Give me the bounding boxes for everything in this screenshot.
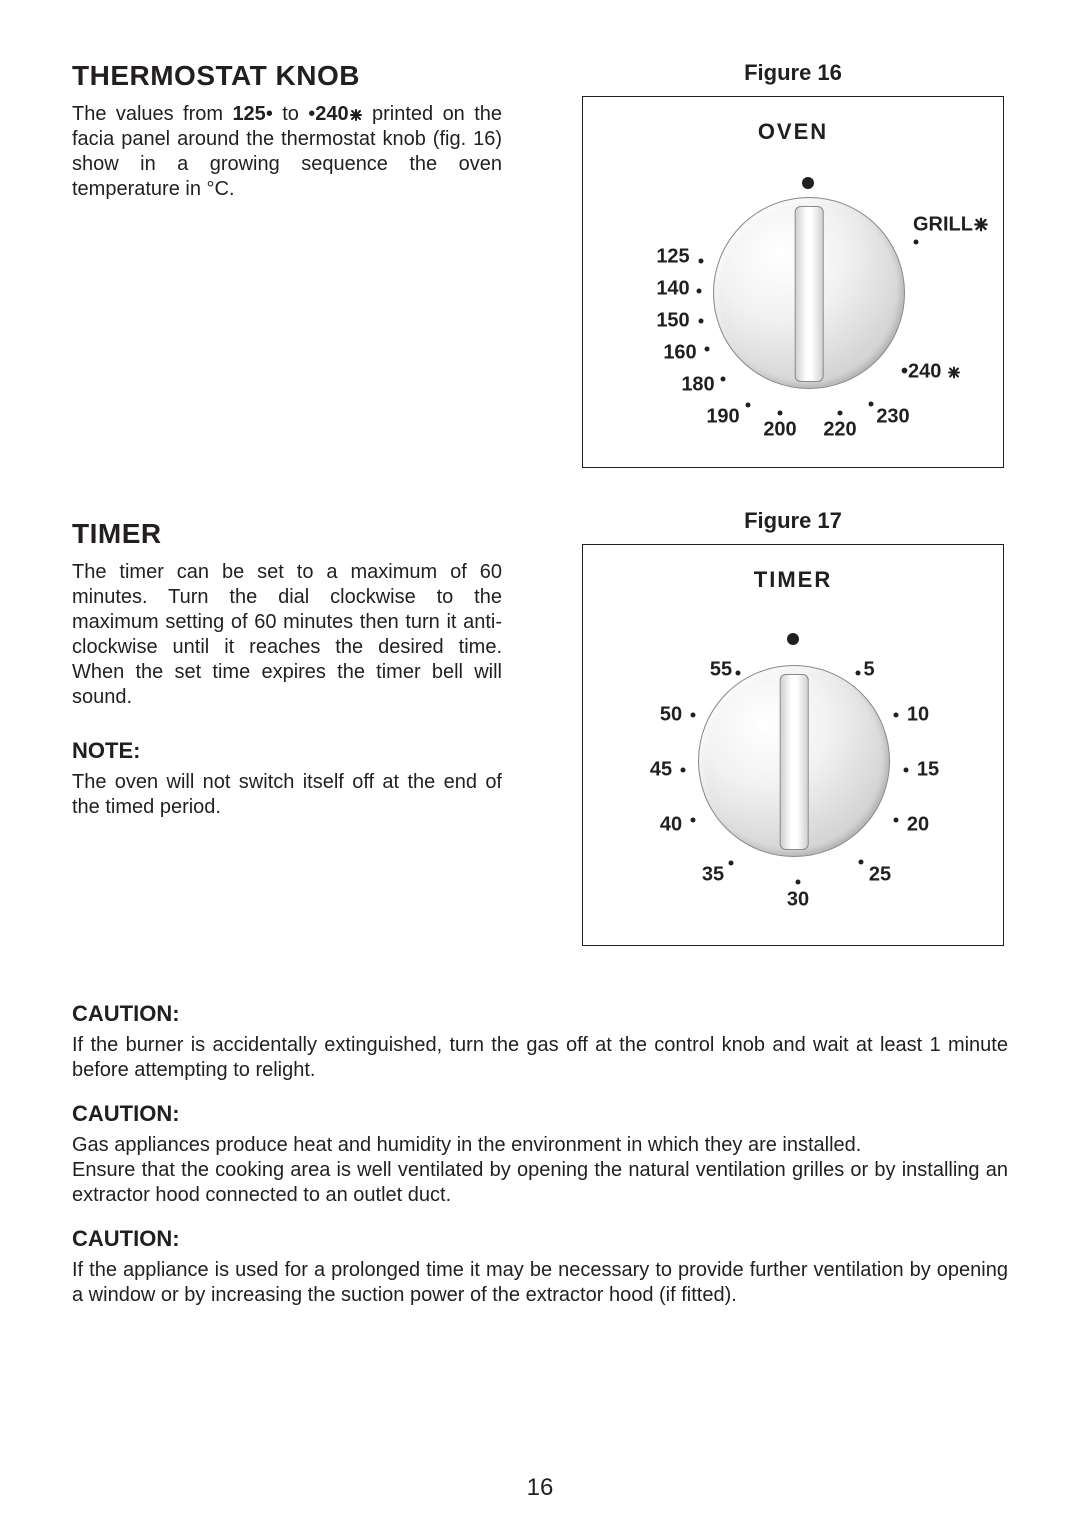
temp-230: 230 xyxy=(876,406,909,429)
note-body: The oven will not switch itself off at t… xyxy=(72,770,502,820)
temp-190: 190 xyxy=(706,406,739,429)
caution-3-heading: CAUTION: xyxy=(72,1226,1008,1252)
dot-55 xyxy=(736,671,741,676)
dot-230 xyxy=(869,402,874,407)
figure-17-caption: Figure 17 xyxy=(578,508,1008,534)
timer-20: 20 xyxy=(907,814,929,837)
grill-star-icon xyxy=(973,214,989,237)
temp-125: 125 xyxy=(656,246,689,269)
dot-50 xyxy=(691,713,696,718)
temp-240-dot-pre: • xyxy=(901,361,908,383)
temp-160: 160 xyxy=(663,342,696,365)
caution-1-heading: CAUTION: xyxy=(72,1001,1008,1027)
t-body-mid: • to • xyxy=(266,103,315,125)
dot-150 xyxy=(699,319,704,324)
t-bold-240: 240 xyxy=(315,103,348,125)
timer-40: 40 xyxy=(660,814,682,837)
timer-handle xyxy=(780,674,809,851)
page-number: 16 xyxy=(0,1474,1080,1502)
dot-125 xyxy=(699,259,704,264)
temp-200: 200 xyxy=(763,419,796,442)
timer-25: 25 xyxy=(869,864,891,887)
temp-220: 220 xyxy=(823,419,856,442)
timer-10: 10 xyxy=(907,704,929,727)
timer-30: 30 xyxy=(787,889,809,912)
dot-grill xyxy=(914,240,919,245)
timer-heading: TIMER xyxy=(72,518,502,550)
timer-45: 45 xyxy=(650,759,672,782)
figure-17-box: TIMER 5 10 15 20 25 30 35 xyxy=(582,544,1004,946)
dot-180 xyxy=(721,377,726,382)
timer-15: 15 xyxy=(917,759,939,782)
figure-16-box: OVEN GRILL 125 140 150 160 xyxy=(582,96,1004,468)
t-body-pre: The values from xyxy=(72,103,232,125)
dot-40 xyxy=(691,818,696,823)
temp-140: 140 xyxy=(656,278,689,301)
thermostat-handle xyxy=(795,206,824,383)
grill-star-inline-icon xyxy=(349,102,363,127)
thermostat-knob xyxy=(713,197,905,389)
timer-55: 55 xyxy=(710,659,732,682)
figure-16-caption: Figure 16 xyxy=(578,60,1008,86)
dot-20 xyxy=(894,818,899,823)
thermo-pointer-dot xyxy=(802,177,814,189)
dot-220 xyxy=(838,411,843,416)
thermostat-body: The values from 125• to •240 print­ed on… xyxy=(72,102,502,202)
oven-title: OVEN xyxy=(583,119,1003,145)
timer-body: The timer can be set to a maximum of 60 … xyxy=(72,560,502,710)
dot-45 xyxy=(681,768,686,773)
dot-10 xyxy=(894,713,899,718)
timer-35: 35 xyxy=(702,864,724,887)
dot-30 xyxy=(796,880,801,885)
t-bold-125: 125 xyxy=(232,103,265,125)
caution-3-body: If the appliance is used for a prolonged… xyxy=(72,1258,1008,1308)
dot-140 xyxy=(697,289,702,294)
thermostat-heading: THERMOSTAT KNOB xyxy=(72,60,502,92)
caution-2-heading: CAUTION: xyxy=(72,1101,1008,1127)
temp-150: 150 xyxy=(656,310,689,333)
dot-15 xyxy=(904,768,909,773)
dot-200 xyxy=(778,411,783,416)
grill-label: GRILL xyxy=(913,214,989,237)
timer-knob xyxy=(698,665,890,857)
timer-pointer-dot xyxy=(787,633,799,645)
caution-1-body: If the burner is accidentally extinguish… xyxy=(72,1033,1008,1083)
note-heading: NOTE: xyxy=(72,738,502,764)
grill-star-240-icon xyxy=(947,361,961,384)
timer-title: TIMER xyxy=(583,567,1003,593)
dot-5 xyxy=(856,671,861,676)
grill-text: GRILL xyxy=(913,214,973,236)
caution-2-body-a: Gas appliances produce heat and humidity… xyxy=(72,1133,1008,1158)
timer-50: 50 xyxy=(660,704,682,727)
timer-5: 5 xyxy=(863,659,874,682)
dot-25 xyxy=(859,860,864,865)
temp-180: 180 xyxy=(681,374,714,397)
dot-190 xyxy=(746,403,751,408)
dot-160 xyxy=(705,347,710,352)
dot-35 xyxy=(729,861,734,866)
temp-240: •240 xyxy=(901,361,961,384)
temp-240-text: 240 xyxy=(908,361,941,383)
caution-2-body-b: Ensure that the cooking area is well ven… xyxy=(72,1158,1008,1208)
